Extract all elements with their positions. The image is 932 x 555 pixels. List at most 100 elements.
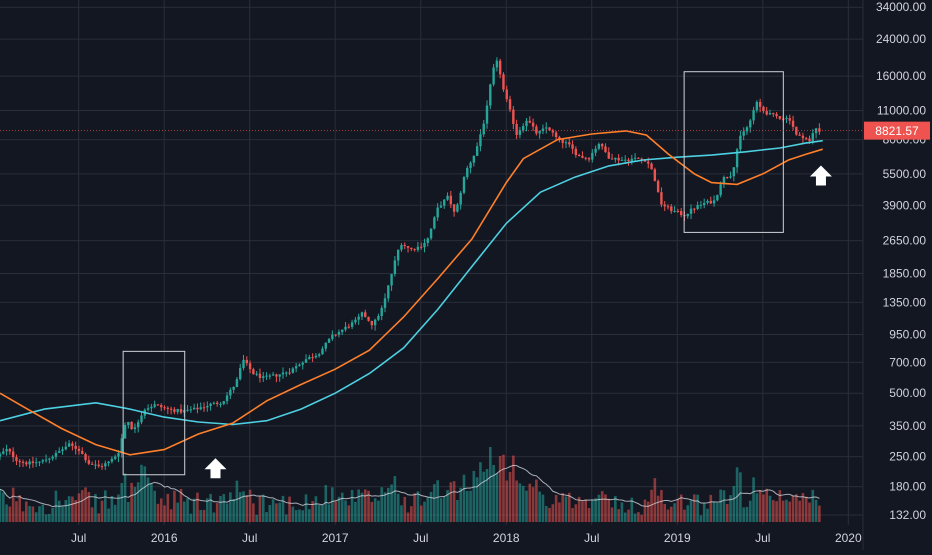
candle-body bbox=[400, 245, 403, 250]
candle-body bbox=[719, 184, 722, 196]
volume-bar bbox=[383, 492, 387, 522]
volume-bar bbox=[508, 471, 512, 522]
up-arrow-icon bbox=[204, 458, 227, 479]
volume-bar bbox=[706, 508, 709, 522]
volume-bar bbox=[814, 499, 818, 522]
volume-bar bbox=[67, 496, 71, 522]
candle-body bbox=[90, 463, 94, 465]
x-tick-label: Jul bbox=[584, 531, 599, 545]
volume-bar bbox=[781, 500, 785, 522]
candle-body bbox=[518, 130, 522, 135]
volume-bar bbox=[202, 509, 206, 522]
candle-body bbox=[739, 135, 742, 150]
volume-bar bbox=[25, 501, 28, 522]
volume-bar bbox=[222, 494, 226, 522]
candle-body bbox=[752, 110, 755, 121]
volume-bar bbox=[123, 473, 127, 522]
candle-body bbox=[160, 405, 163, 408]
candle-body bbox=[324, 342, 327, 349]
volume-bar bbox=[275, 503, 278, 522]
grid-layer bbox=[0, 0, 863, 525]
moving-average-slow-line bbox=[0, 139, 823, 426]
volume-bar bbox=[192, 498, 196, 522]
volume-bar bbox=[758, 489, 762, 522]
volume-bar bbox=[554, 494, 558, 522]
time-axis[interactable]: Jul 2016 Jul 2017 Jul 2018 Jul 2019 Jul 2020 bbox=[71, 531, 862, 545]
volume-bar bbox=[643, 499, 647, 522]
candle-body bbox=[34, 462, 38, 464]
x-tick-label: Jul bbox=[71, 531, 86, 545]
candle-body bbox=[317, 354, 321, 356]
volume-bar bbox=[156, 503, 160, 522]
y-tick-label: 350.00 bbox=[889, 419, 926, 433]
volume-bar bbox=[416, 491, 420, 522]
candle-body bbox=[778, 116, 782, 119]
candle-body bbox=[808, 138, 811, 142]
candle-body bbox=[281, 372, 285, 375]
candle-body bbox=[702, 202, 706, 205]
volume-bar bbox=[163, 505, 166, 522]
volume-bar bbox=[788, 501, 792, 522]
volume-bar bbox=[377, 500, 380, 522]
volume-bar bbox=[742, 507, 745, 522]
y-tick-label: 3900.00 bbox=[883, 198, 927, 212]
candle-body bbox=[166, 407, 170, 409]
volume-bar bbox=[419, 505, 423, 522]
volume-bar bbox=[498, 456, 502, 522]
volume-bar bbox=[676, 499, 680, 522]
candle-body bbox=[479, 134, 482, 147]
volume-layer bbox=[0, 447, 821, 522]
volume-bar bbox=[637, 512, 640, 522]
candle-body bbox=[110, 458, 114, 462]
candle-body bbox=[545, 127, 548, 129]
candle-body bbox=[275, 374, 278, 377]
candle-body bbox=[235, 379, 239, 387]
volume-bar bbox=[288, 496, 291, 522]
volume-bar bbox=[252, 503, 255, 522]
volume-bar bbox=[179, 488, 183, 522]
candle-body bbox=[676, 210, 680, 212]
candle-body bbox=[475, 146, 479, 156]
candle-body bbox=[745, 127, 749, 132]
volume-bar bbox=[327, 504, 331, 522]
volume-bar bbox=[528, 483, 532, 522]
volume-bar bbox=[663, 503, 667, 522]
volume-bar bbox=[268, 504, 272, 522]
volume-bar bbox=[400, 505, 403, 522]
candle-body bbox=[581, 155, 584, 158]
candle-body bbox=[294, 366, 298, 369]
candle-body bbox=[239, 368, 242, 380]
volume-bar bbox=[492, 464, 495, 522]
volume-bar bbox=[446, 490, 449, 522]
candle-body bbox=[120, 438, 123, 454]
candle-body bbox=[452, 204, 456, 212]
candle-body bbox=[522, 126, 525, 131]
volume-bar bbox=[15, 501, 18, 522]
volume-bar bbox=[136, 482, 140, 522]
volume-bar bbox=[41, 504, 45, 522]
candle-body bbox=[396, 249, 400, 261]
volume-bar bbox=[719, 489, 722, 522]
candle-body bbox=[360, 312, 364, 317]
volume-bar bbox=[153, 490, 156, 522]
volume-bar bbox=[597, 494, 601, 522]
volume-bar bbox=[311, 501, 314, 522]
candle-body bbox=[531, 122, 535, 127]
candle-layer bbox=[0, 57, 821, 470]
volume-bar bbox=[551, 504, 555, 522]
candle-body bbox=[505, 89, 508, 100]
volume-bar bbox=[21, 511, 25, 522]
volume-bar bbox=[745, 506, 749, 522]
volume-bar bbox=[426, 497, 430, 522]
candle-body bbox=[788, 118, 791, 121]
volume-bar bbox=[669, 506, 673, 522]
x-tick-label: Jul bbox=[755, 531, 770, 545]
candle-body bbox=[133, 427, 137, 430]
candle-body bbox=[321, 348, 324, 355]
volume-bar bbox=[110, 495, 114, 522]
volume-bar bbox=[646, 501, 650, 522]
volume-bar bbox=[456, 500, 459, 522]
candle-body bbox=[18, 460, 21, 462]
